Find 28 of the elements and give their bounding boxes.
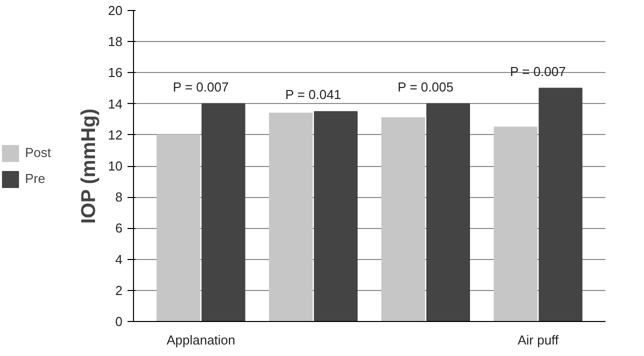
- bar: [268, 112, 313, 322]
- bar: [314, 111, 358, 322]
- y-tick-label: 18: [108, 34, 123, 50]
- y-tick-label: 10: [108, 158, 123, 174]
- bar: [381, 117, 426, 322]
- y-axis-title: IOP (mmHg): [78, 108, 100, 224]
- y-tick-label: 20: [108, 3, 123, 18]
- bar: [202, 103, 246, 322]
- annotation: P = 0.041: [285, 87, 342, 102]
- y-tick-label: 4: [115, 252, 123, 267]
- x-tick-label: Applanation: [166, 332, 236, 348]
- y-tick-label: 8: [115, 190, 123, 205]
- annotation: P = 0.007: [510, 64, 566, 79]
- legend-label: Pre: [25, 171, 46, 186]
- y-tick-label: 6: [115, 220, 123, 236]
- y-tick-label: 2: [115, 282, 123, 298]
- y-tick-label: 16: [108, 65, 123, 80]
- annotation: P = 0.007: [172, 79, 229, 94]
- legend-label: Post: [25, 145, 52, 160]
- bar: [494, 126, 538, 322]
- x-tick-label: Air puff: [518, 332, 559, 348]
- y-tick-label: 14: [108, 96, 123, 112]
- bar: [538, 88, 582, 322]
- annotation: P = 0.005: [398, 79, 454, 94]
- bar: [156, 134, 200, 322]
- y-tick-label: 12: [108, 127, 123, 142]
- bar: [426, 103, 470, 322]
- y-tick-label: 0: [115, 314, 123, 329]
